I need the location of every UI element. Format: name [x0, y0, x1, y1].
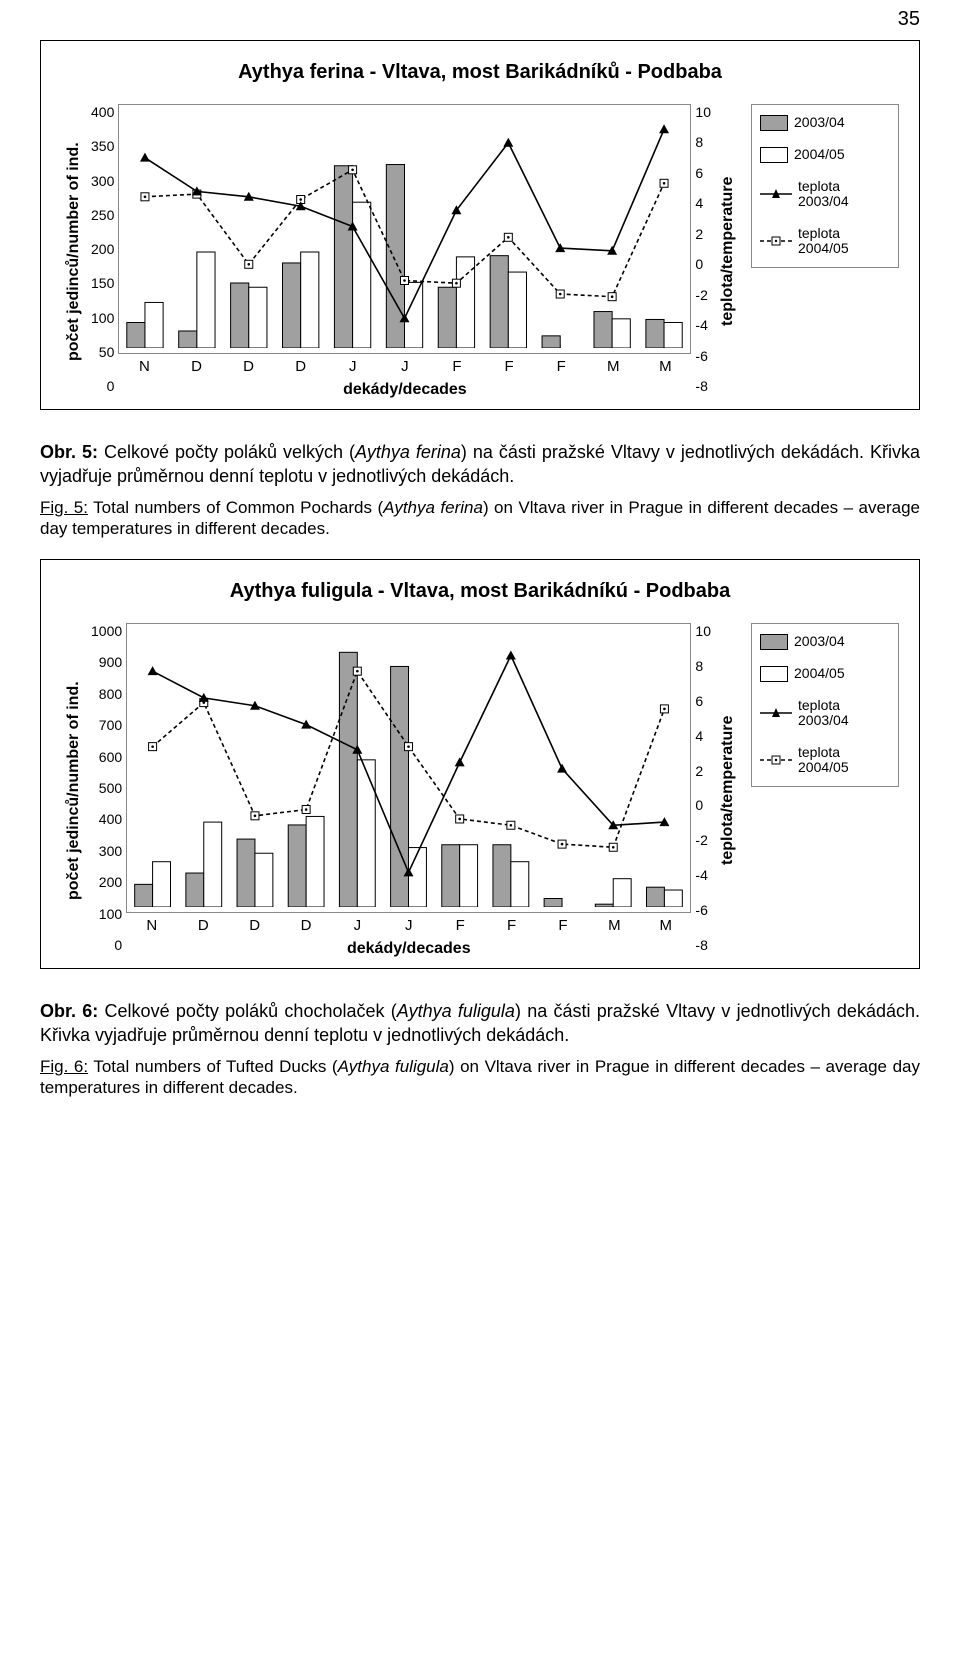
legend-line-temp-2004 — [760, 753, 792, 767]
temp-2003-marker — [140, 153, 150, 162]
temp-2003-marker — [455, 757, 465, 766]
legend-item-2003: 2003/04 — [760, 115, 890, 131]
bar-2003 — [442, 845, 460, 907]
legend: 2003/04 2004/05 teplota 2003/04 teplota 200… — [751, 623, 899, 787]
x-axis-ticks: NDDDJJFFFMM — [118, 358, 691, 375]
bar-2004 — [197, 252, 215, 348]
legend-item-temp-2003: teplota 2003/04 — [760, 698, 890, 729]
bar-2003 — [595, 904, 613, 907]
temp-2003-marker — [148, 666, 158, 675]
temp-2003-marker — [199, 693, 209, 702]
chart-title: Aythya fuligula - Vltava, most Barikádní… — [61, 580, 899, 603]
y-axis-label: počet jedinců/number of ind. — [61, 104, 87, 399]
legend-item-2004: 2004/05 — [760, 147, 890, 163]
page-number: 35 — [898, 8, 920, 31]
bar-2004 — [301, 252, 319, 348]
legend-swatch-2003 — [760, 115, 788, 131]
bar-2003 — [135, 884, 153, 907]
y-axis-label: počet jedinců/number of ind. — [61, 623, 87, 958]
bar-2003 — [288, 825, 306, 907]
bar-2003 — [646, 319, 664, 348]
bar-2003 — [186, 873, 204, 907]
bar-2003 — [127, 322, 145, 348]
y-axis-ticks: 10009008007006005004003002001000 — [87, 623, 126, 953]
temp-2003-marker — [504, 138, 514, 147]
bar-2004 — [306, 817, 324, 908]
temp-2003-marker — [506, 651, 516, 660]
bar-2003 — [544, 899, 562, 907]
chart-panel: Aythya fuligula - Vltava, most Barikádní… — [40, 559, 920, 969]
x-axis-ticks: NDDDJJFFFMM — [126, 917, 691, 934]
caption-en: Fig. 6: Total numbers of Tufted Ducks (A… — [40, 1056, 920, 1099]
bar-2004 — [409, 848, 427, 907]
bar-2003 — [237, 839, 255, 907]
temp-2003-marker — [659, 124, 669, 133]
bar-2004 — [145, 302, 163, 348]
y2-axis-label: teplota/temperature — [715, 104, 741, 399]
bar-2003 — [391, 667, 409, 908]
x-axis-label: dekády/decades — [126, 940, 691, 958]
bar-2004 — [249, 287, 267, 348]
page: 35 Aythya ferina - Vltava, most Barikádn… — [0, 0, 960, 1158]
bar-2003 — [493, 845, 511, 907]
bar-2003 — [179, 331, 197, 348]
bar-2004 — [353, 202, 371, 348]
legend-line-temp-2003 — [760, 187, 792, 201]
bar-2004 — [405, 282, 423, 348]
legend-item-2004: 2004/05 — [760, 666, 890, 682]
bar-2004 — [509, 272, 527, 348]
bar-2003 — [283, 263, 301, 348]
bar-2004 — [357, 760, 375, 907]
bar-2004 — [665, 890, 683, 907]
bar-2003 — [594, 312, 612, 348]
bar-2003 — [335, 166, 353, 348]
legend: 2003/04 2004/05 teplota 2003/04 teplota 200… — [751, 104, 899, 268]
bar-2004 — [204, 822, 222, 907]
plot-area — [126, 623, 691, 913]
legend-swatch-2004 — [760, 147, 788, 163]
legend-line-temp-2004 — [760, 234, 792, 248]
bar-2004 — [460, 845, 478, 907]
y2-axis-ticks: 1086420-2-4-6-8 — [691, 623, 715, 953]
caption-cz: Obr. 6: Celkové počty poláků chocholaček… — [40, 999, 920, 1048]
bar-2004 — [153, 862, 171, 907]
legend-swatch-2003 — [760, 634, 788, 650]
legend-line-temp-2003 — [760, 706, 792, 720]
caption-cz: Obr. 5: Celkové počty poláků velkých (Ay… — [40, 440, 920, 489]
y2-axis-label: teplota/temperature — [715, 623, 741, 958]
plot-area — [118, 104, 691, 354]
legend-item-temp-2003: teplota 2003/04 — [760, 179, 890, 210]
bar-2003 — [439, 287, 457, 348]
temp-2003-marker — [557, 764, 567, 773]
legend-item-2003: 2003/04 — [760, 634, 890, 650]
bar-2004 — [511, 862, 529, 907]
bar-2004 — [664, 322, 682, 348]
caption-en: Fig. 5: Total numbers of Common Pochards… — [40, 497, 920, 540]
legend-swatch-2004 — [760, 666, 788, 682]
bar-2004 — [612, 319, 630, 348]
bar-2003 — [491, 256, 509, 348]
bar-2004 — [255, 853, 273, 907]
bar-2003 — [340, 652, 358, 907]
plot-svg — [119, 105, 690, 348]
bar-2003 — [647, 887, 665, 907]
y-axis-ticks: 400350300250200150100500 — [87, 104, 118, 394]
legend-item-temp-2004: teplota 2004/05 — [760, 745, 890, 776]
bar-2003 — [542, 336, 560, 348]
legend-item-temp-2004: teplota 2004/05 — [760, 226, 890, 257]
chart-title: Aythya ferina - Vltava, most Barikádníků… — [61, 61, 899, 84]
bar-2003 — [231, 283, 249, 348]
x-axis-label: dekády/decades — [118, 381, 691, 399]
y2-axis-ticks: 1086420-2-4-6-8 — [691, 104, 715, 394]
plot-svg — [127, 624, 690, 907]
bar-2004 — [613, 879, 631, 907]
chart-panel: Aythya ferina - Vltava, most Barikádníků… — [40, 40, 920, 410]
